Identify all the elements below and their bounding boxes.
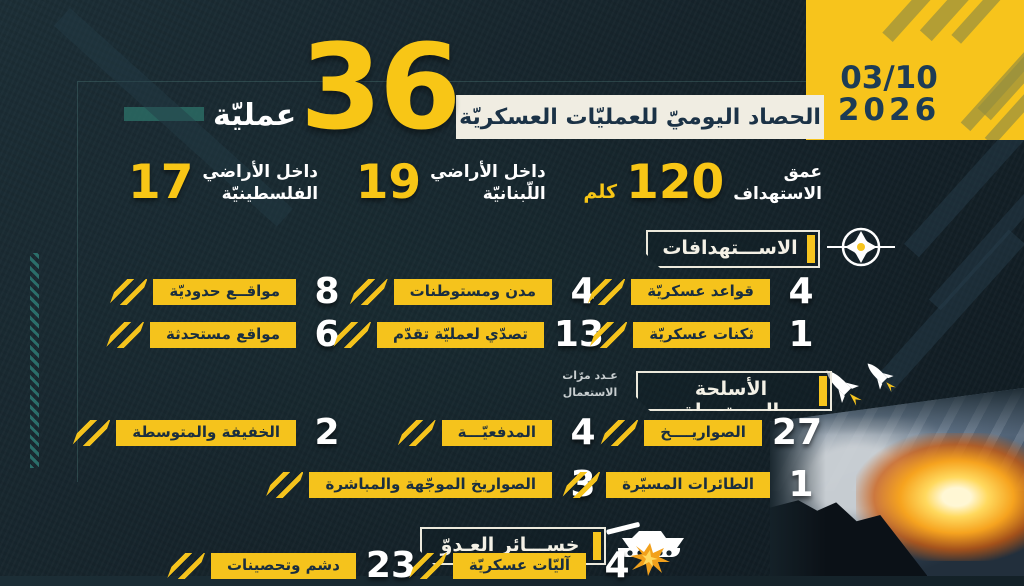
stat-row: 27 الصواريــــخ [604,412,822,453]
stat-unit: كلم [583,181,618,204]
stat-number: 2 [314,412,340,453]
targets-section-header: الاســـتهدافات [646,230,820,268]
losses-section-title: خســـائر العـدوّ [440,534,580,556]
date-day-month: 03/10 [840,60,938,96]
header-accent-bar [807,235,815,263]
header-accent-bar [593,532,601,560]
stat-value: 120 [626,155,725,211]
stat-row: 3 الصواريخ الموجّهة والمباشرة [244,467,604,503]
crosshair-icon [826,219,896,275]
targets-grid: 4 قواعد عسكريّة 4 مدن ومستوطنات 8 مواقــ… [128,271,822,355]
stat-number: 27 [771,412,822,453]
stat-value: 17 [128,155,194,211]
stat-number: 4 [604,545,630,586]
stat-row: 23 دشم وتحصينات [96,545,416,586]
targets-section-title: الاســـتهدافات [662,237,798,259]
stat-number: 1 [788,314,814,355]
stat-targeting-depth: عمق الاستهداف 120 كلم [583,155,822,211]
stat-row: 6 مواقع مستحدثة [128,317,348,353]
stat-palestinian-territories: داخل الأراضي الفلسطينيّة 17 [128,155,318,211]
stat-banner: الطائرات المسيّرة [606,472,770,498]
stat-lebanese-territories: داخل الأراضي اللّبنانيّة 19 [355,155,546,211]
stat-banner: مواقــع حدوديّة [153,279,296,305]
weapons-subtitle-line1: عـدد مرّات [562,369,618,382]
stat-number: 23 [365,545,416,586]
stat-label: داخل الأراضي اللّبنانيّة [430,161,546,206]
weapons-grid-row1: 27 الصواريــــخ 4 المدفعيّـــة 2 الخفيفة… [116,412,822,453]
stat-row: 13 تصدّي لعمليّة تقدّم [348,317,604,353]
stat-label: عمق الاستهداف [733,161,822,206]
stat-row: 1 ثكنات عسكريّة [604,314,822,355]
weapons-subtitle-line2: الاستعمال [562,385,618,399]
stat-banner: المدفعيّـــة [441,420,552,446]
stat-row: 4 قواعد عسكريّة [604,271,822,312]
stat-banner: تصدّي لعمليّة تقدّم [377,322,544,348]
top-stats-row: عمق الاستهداف 120 كلم داخل الأراضي اللّب… [128,151,822,215]
stat-banner: آليّات عسكريّة [452,553,586,579]
stat-label-line2: اللّبنانيّة [482,184,546,204]
stat-row: 4 آليّات عسكريّة [416,545,638,586]
stat-banner: الصواريخ الموجّهة والمباشرة [309,472,552,498]
decor-teal-bar [124,107,204,121]
date-text: 03/10 2026 [814,60,964,129]
photo-edge-fade [770,388,1024,576]
stat-banner: مواقع مستحدثة [149,322,296,348]
stat-label-line2: الاستهداف [733,184,822,204]
date-year: 2026 [837,92,941,129]
stat-label-line1: داخل الأراضي [202,161,319,182]
total-operations-label: عمليّة [213,98,297,133]
stat-number: 8 [314,271,340,312]
stat-row: 8 مواقــع حدوديّة [128,271,348,312]
stat-value: 19 [355,155,422,211]
stat-row: 2 الخفيفة والمتوسطة [116,412,348,453]
page-title: الحصاد اليوميّ للعمليّات العسكريّة [456,95,824,139]
stat-banner: قواعد عسكريّة [631,279,770,305]
stat-banner: مدن ومستوطنات [393,279,552,305]
stat-number: 1 [788,464,814,505]
stat-row: 1 الطائرات المسيّرة [604,464,822,505]
stat-row: 4 مدن ومستوطنات [348,274,604,310]
decor-frame-line [77,81,958,482]
stat-banner: الصواريــــخ [644,420,762,446]
stat-label-line1: داخل الأراضي [430,161,546,182]
date-box: 03/10 2026 [806,0,1024,140]
stat-banner: دشم وتحصينات [210,553,356,579]
weapons-grid-row2: 1 الطائرات المسيّرة 3 الصواريخ الموجّهة … [128,464,822,505]
stat-row: 4 المدفعيّـــة [348,412,604,453]
total-operations-number: 36 [300,18,461,156]
tank-icon [602,516,697,578]
weapons-subtitle: عـدد مرّات الاستعمال [552,368,628,401]
header-accent-bar [819,376,827,406]
stat-number: 4 [788,271,814,312]
missile-launch-photo [770,388,1024,576]
stat-label-line2: الفلسطينيّة [221,184,319,204]
weapons-section-header: الأسلحة المستعملة [636,371,832,411]
stat-banner: ثكنات عسكريّة [633,322,770,348]
stat-label: داخل الأراضي الفلسطينيّة [202,161,318,206]
decor-teal-stripes [30,253,39,468]
losses-grid: 4 آليّات عسكريّة 23 دشم وتحصينات [72,545,638,586]
stat-banner: الخفيفة والمتوسطة [116,420,296,446]
stat-label-line1: عمق [783,161,822,182]
stat-number: 4 [570,412,596,453]
